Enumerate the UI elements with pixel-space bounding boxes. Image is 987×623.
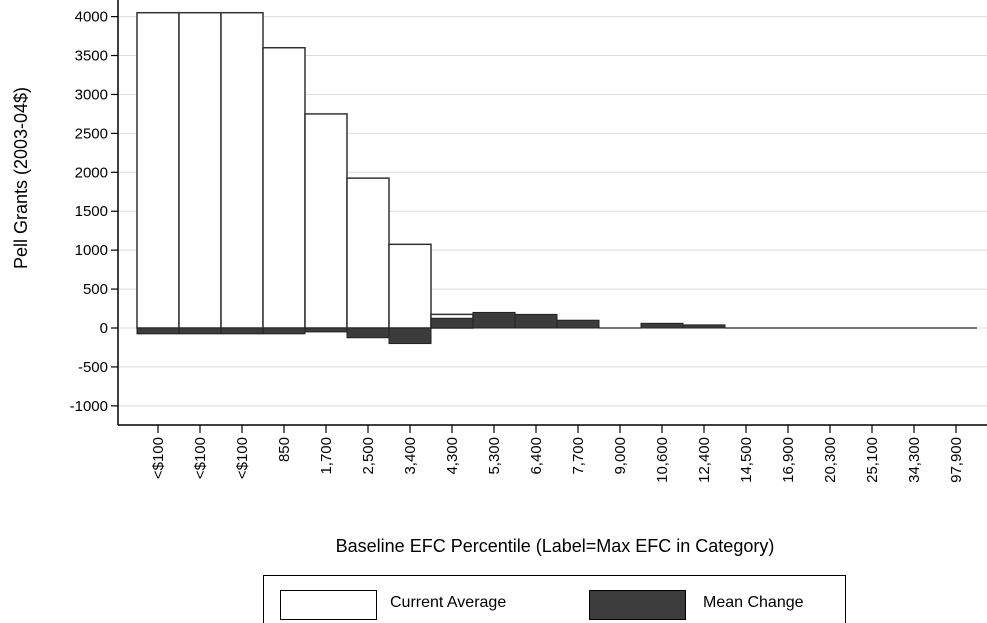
- legend-label-mean-change: Mean Change: [703, 594, 804, 611]
- legend-label-current-average: Current Average: [390, 594, 507, 611]
- y-axis-title: Pell Grants (2003-04$): [11, 87, 31, 269]
- legend-swatch-mean-change: [589, 590, 686, 620]
- x-tick-label: 14,500: [738, 437, 755, 483]
- legend: Current Average Mean Change: [263, 575, 846, 623]
- x-tick-label: 2,500: [360, 437, 377, 475]
- bar-current-average: [220, 11, 264, 329]
- legend-swatch-current-average: [280, 590, 377, 620]
- y-tick-label: 0: [100, 320, 108, 337]
- x-tick-label: 25,100: [864, 437, 881, 483]
- bar-mean-change: [682, 324, 726, 329]
- x-tick-label: 10,600: [654, 437, 671, 483]
- x-tick-label: 6,400: [528, 437, 545, 475]
- bar-current-average: [178, 11, 222, 329]
- series-mean-change: [136, 311, 977, 345]
- y-tick-label: -500: [78, 359, 108, 376]
- bar-mean-change: [220, 327, 264, 335]
- chart: 4000 3500 3000 2500 2000 1500 1000 500 0 -500 -100…: [11, 0, 987, 556]
- bar-mean-change: [136, 327, 180, 335]
- y-tick-label: 3500: [75, 48, 108, 65]
- bar-current-average: [304, 113, 348, 329]
- y-tick-label: 3000: [75, 86, 108, 103]
- x-tick-label: 5,300: [486, 437, 503, 475]
- bar-mean-change: [514, 313, 558, 329]
- x-tick-label: <$100: [234, 437, 251, 479]
- x-tick-label: 1,700: [318, 437, 335, 475]
- x-tick-label: 850: [276, 437, 293, 462]
- x-tick-label: 9,000: [612, 437, 629, 475]
- y-axis-ticks: 4000 3500 3000 2500 2000 1500 1000 500 0 -500 -100…: [70, 9, 118, 415]
- series-current-average: [136, 11, 474, 329]
- x-axis-title: Baseline EFC Percentile (Label=Max EFC i…: [336, 536, 775, 556]
- x-tick-label: 34,300: [906, 437, 923, 483]
- bar-mean-change: [472, 311, 516, 329]
- x-tick-label: <$100: [150, 437, 167, 479]
- bar-mean-change: [262, 327, 306, 335]
- y-tick-label: 500: [83, 281, 108, 298]
- x-tick-label: 3,400: [402, 437, 419, 475]
- x-axis-ticks: <$100 <$100 <$100 850 1,700 2,500 3,400 4,300 5,…: [150, 425, 965, 483]
- bar-mean-change: [640, 322, 684, 329]
- x-tick-label: 97,900: [948, 437, 965, 483]
- x-tick-label: 12,400: [696, 437, 713, 483]
- bar-mean-change: [556, 319, 600, 329]
- bar-current-average: [388, 243, 432, 329]
- bar-mean-change: [304, 327, 348, 333]
- x-tick-label: 7,700: [570, 437, 587, 475]
- y-tick-label: -1000: [70, 398, 108, 415]
- bar-mean-change: [430, 317, 474, 329]
- bar-current-average: [136, 11, 180, 329]
- x-tick-label: 16,900: [780, 437, 797, 483]
- bar-current-average: [262, 46, 306, 329]
- bar-mean-change: [346, 327, 390, 339]
- y-tick-label: 1500: [75, 203, 108, 220]
- y-tick-label: 1000: [75, 242, 108, 259]
- x-tick-label: 4,300: [444, 437, 461, 475]
- x-tick-label: <$100: [192, 437, 209, 479]
- bar-mean-change: [388, 327, 432, 345]
- bar-current-average: [346, 177, 390, 329]
- x-tick-label: 20,300: [822, 437, 839, 483]
- y-tick-label: 2000: [75, 164, 108, 181]
- bar-mean-change: [178, 327, 222, 335]
- y-tick-label: 2500: [75, 125, 108, 142]
- y-tick-label: 4000: [75, 9, 108, 26]
